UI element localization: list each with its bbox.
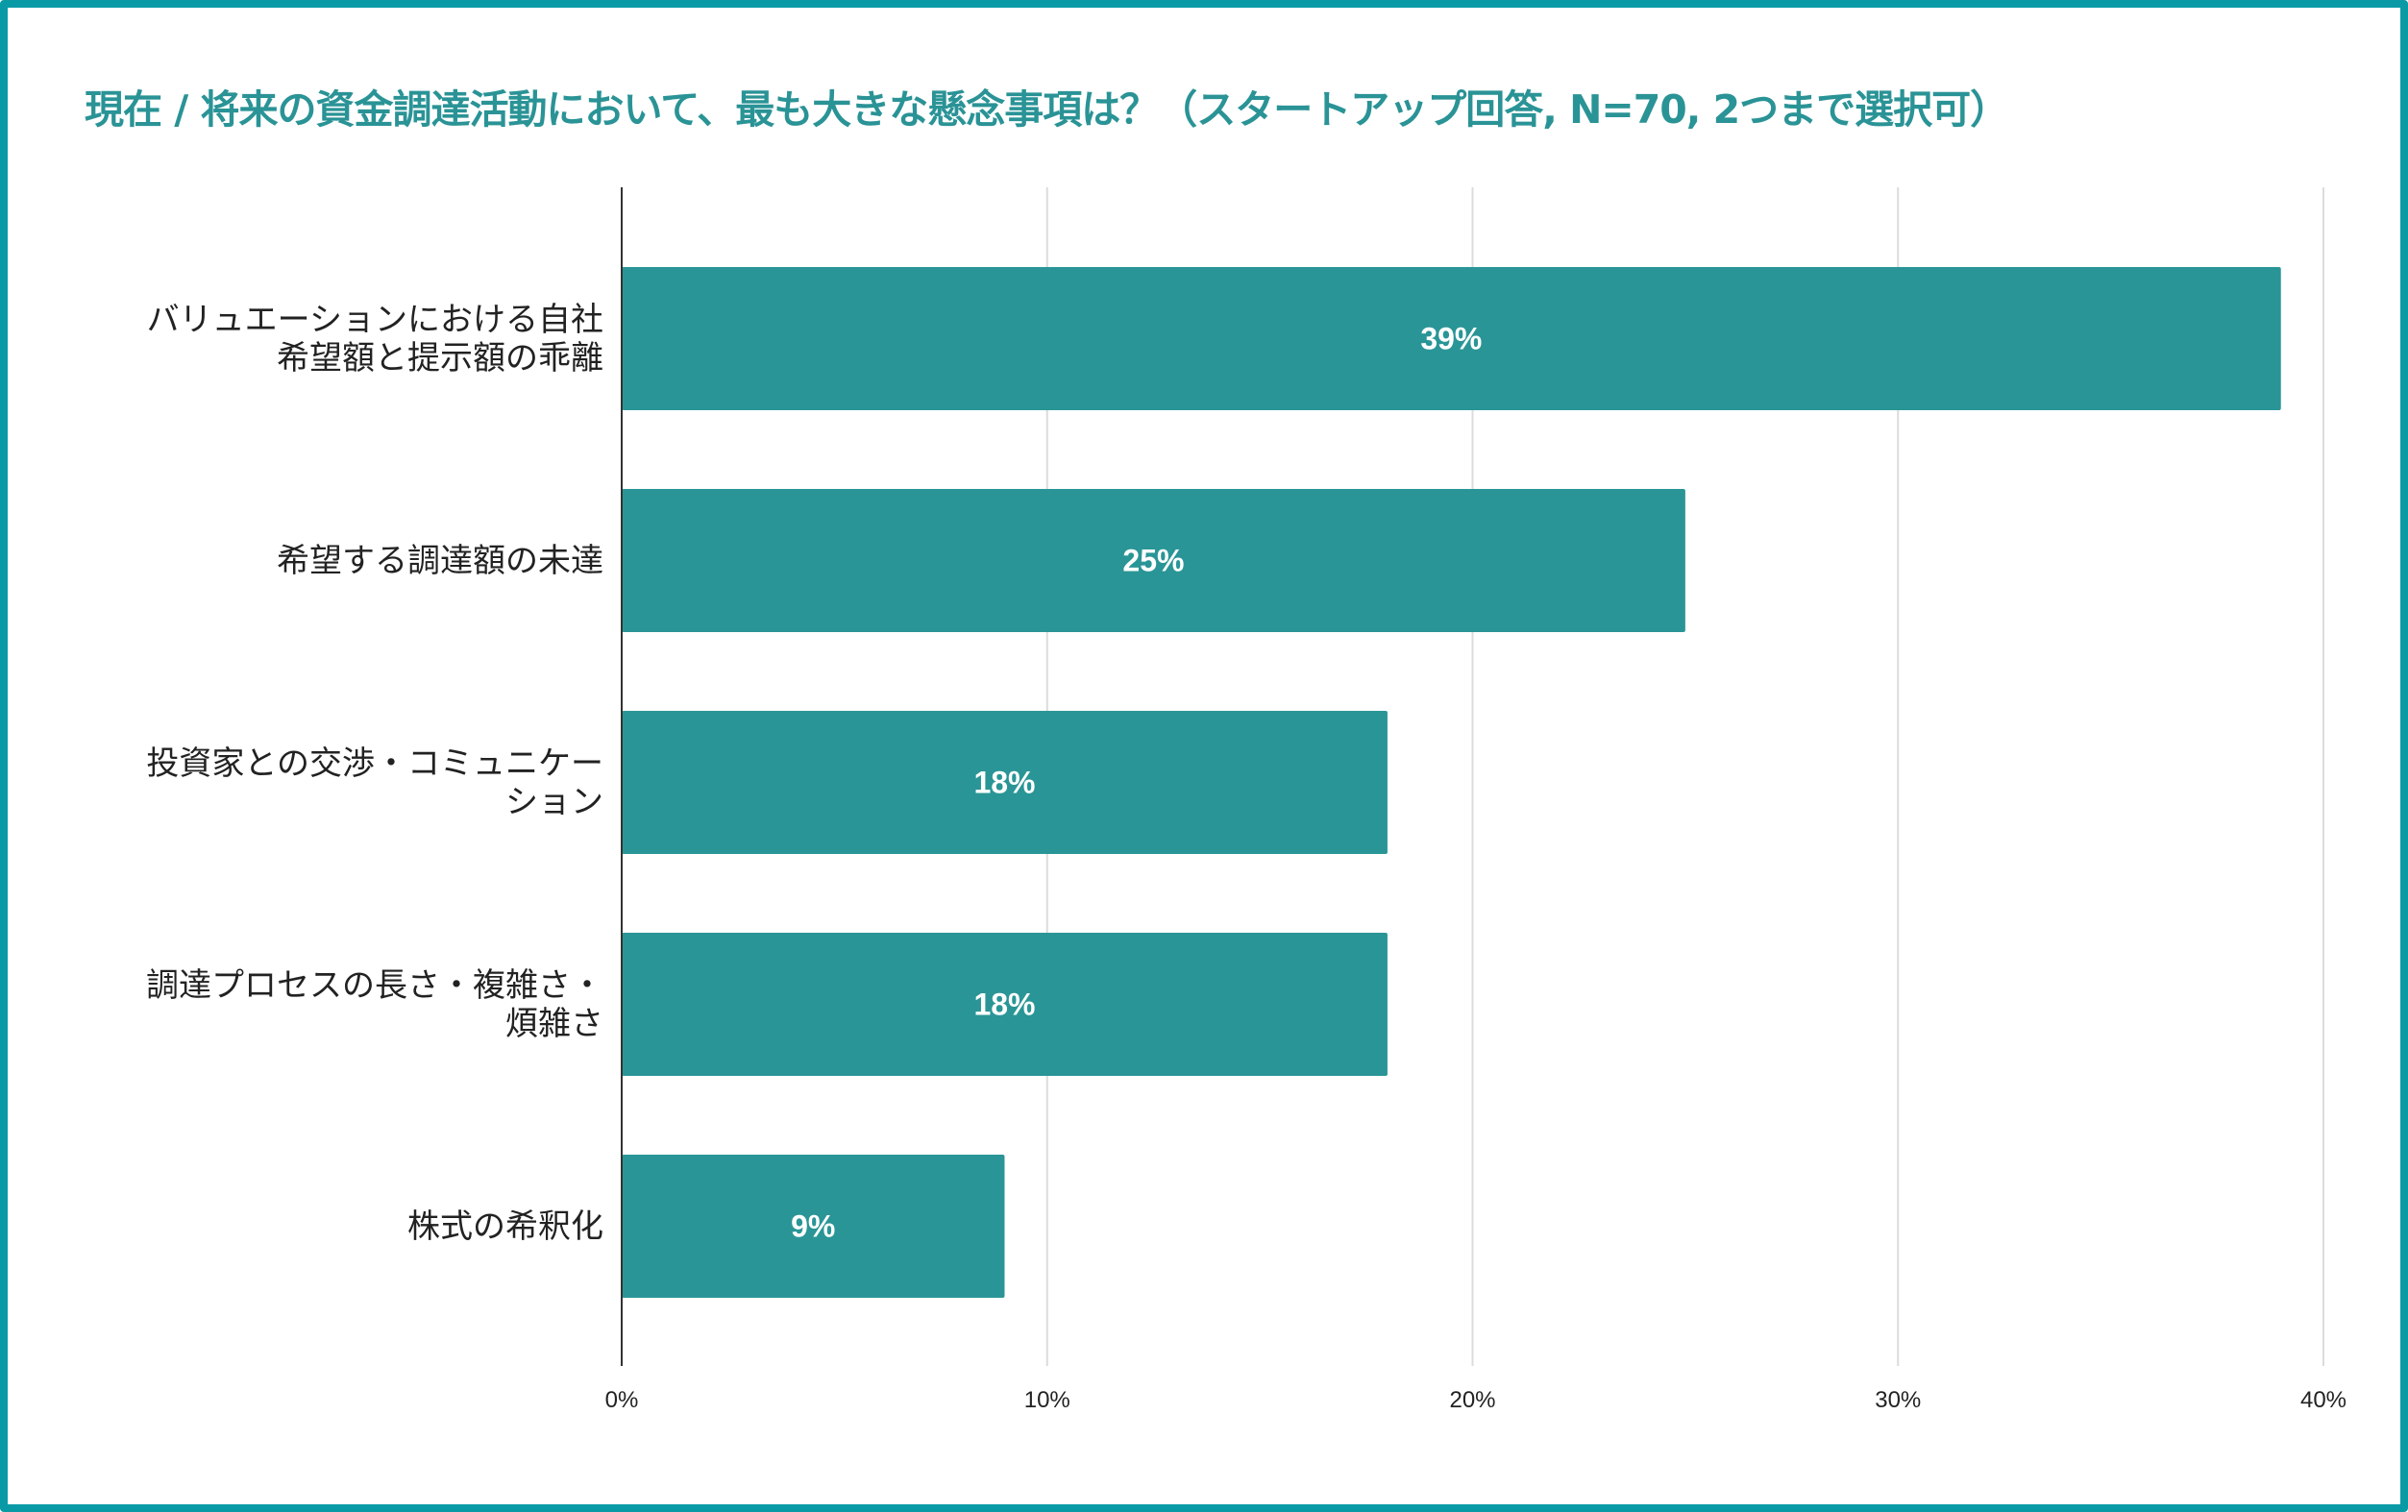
- bar: [622, 711, 1388, 854]
- category-label: 調達プロセスの長さ・複雑さ・ 煩雑さ: [146, 965, 603, 1043]
- category-label: 希望する調達額の未達: [277, 541, 603, 580]
- x-tick-label: 20%: [1449, 1387, 1495, 1413]
- bar-value-label: 39%: [1420, 322, 1482, 356]
- bar-value-label: 25%: [1122, 544, 1184, 578]
- x-tick-label: 10%: [1024, 1387, 1070, 1413]
- category-label: 投資家との交渉・コミュニケー ション: [146, 744, 603, 821]
- category-label: バリュエーションにおける自社 希望額と提示額の乖離: [146, 300, 603, 378]
- bar-value-label: 18%: [973, 766, 1035, 800]
- x-tick-label: 0%: [605, 1387, 639, 1413]
- bar-value-label: 9%: [791, 1209, 835, 1244]
- bar: [622, 489, 1685, 632]
- bar-value-label: 18%: [973, 988, 1035, 1022]
- x-tick-label: 40%: [2300, 1387, 2347, 1413]
- bar: [622, 1155, 1005, 1298]
- category-label: 株式の希釈化: [407, 1207, 603, 1246]
- x-tick-label: 30%: [1875, 1387, 1921, 1413]
- chart-title: 現在 / 将来の資金調達活動において、最も大きな懸念事項は？（スタートアップ回答…: [85, 86, 2009, 133]
- bar: [622, 933, 1388, 1076]
- bar: [622, 267, 2281, 410]
